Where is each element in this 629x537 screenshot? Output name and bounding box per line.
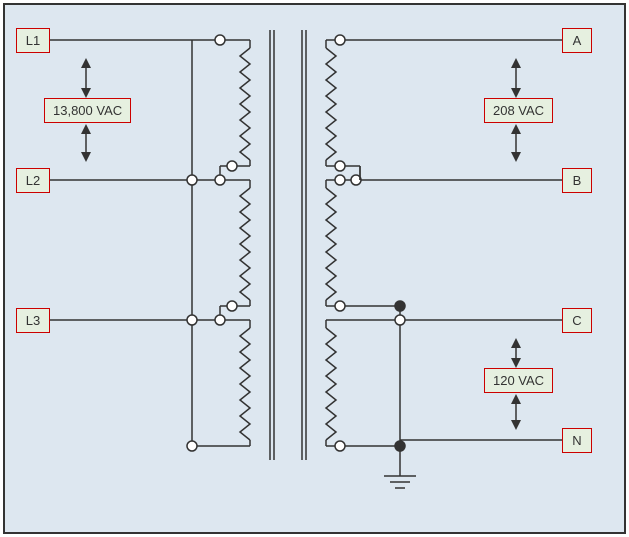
voltage-ab: 208 VAC — [484, 98, 553, 123]
terminal-L1: L1 — [16, 28, 50, 53]
voltage-primary: 13,800 VAC — [44, 98, 131, 123]
schematic-svg — [0, 0, 629, 537]
terminal-N: N — [562, 428, 592, 453]
terminal-B: B — [562, 168, 592, 193]
terminal-A: A — [562, 28, 592, 53]
terminal-L3: L3 — [16, 308, 50, 333]
terminal-L2: L2 — [16, 168, 50, 193]
transformer-diagram: L1 L2 L3 A B C N 13,800 VAC 208 VAC 120 … — [0, 0, 629, 537]
terminal-C: C — [562, 308, 592, 333]
voltage-cn: 120 VAC — [484, 368, 553, 393]
